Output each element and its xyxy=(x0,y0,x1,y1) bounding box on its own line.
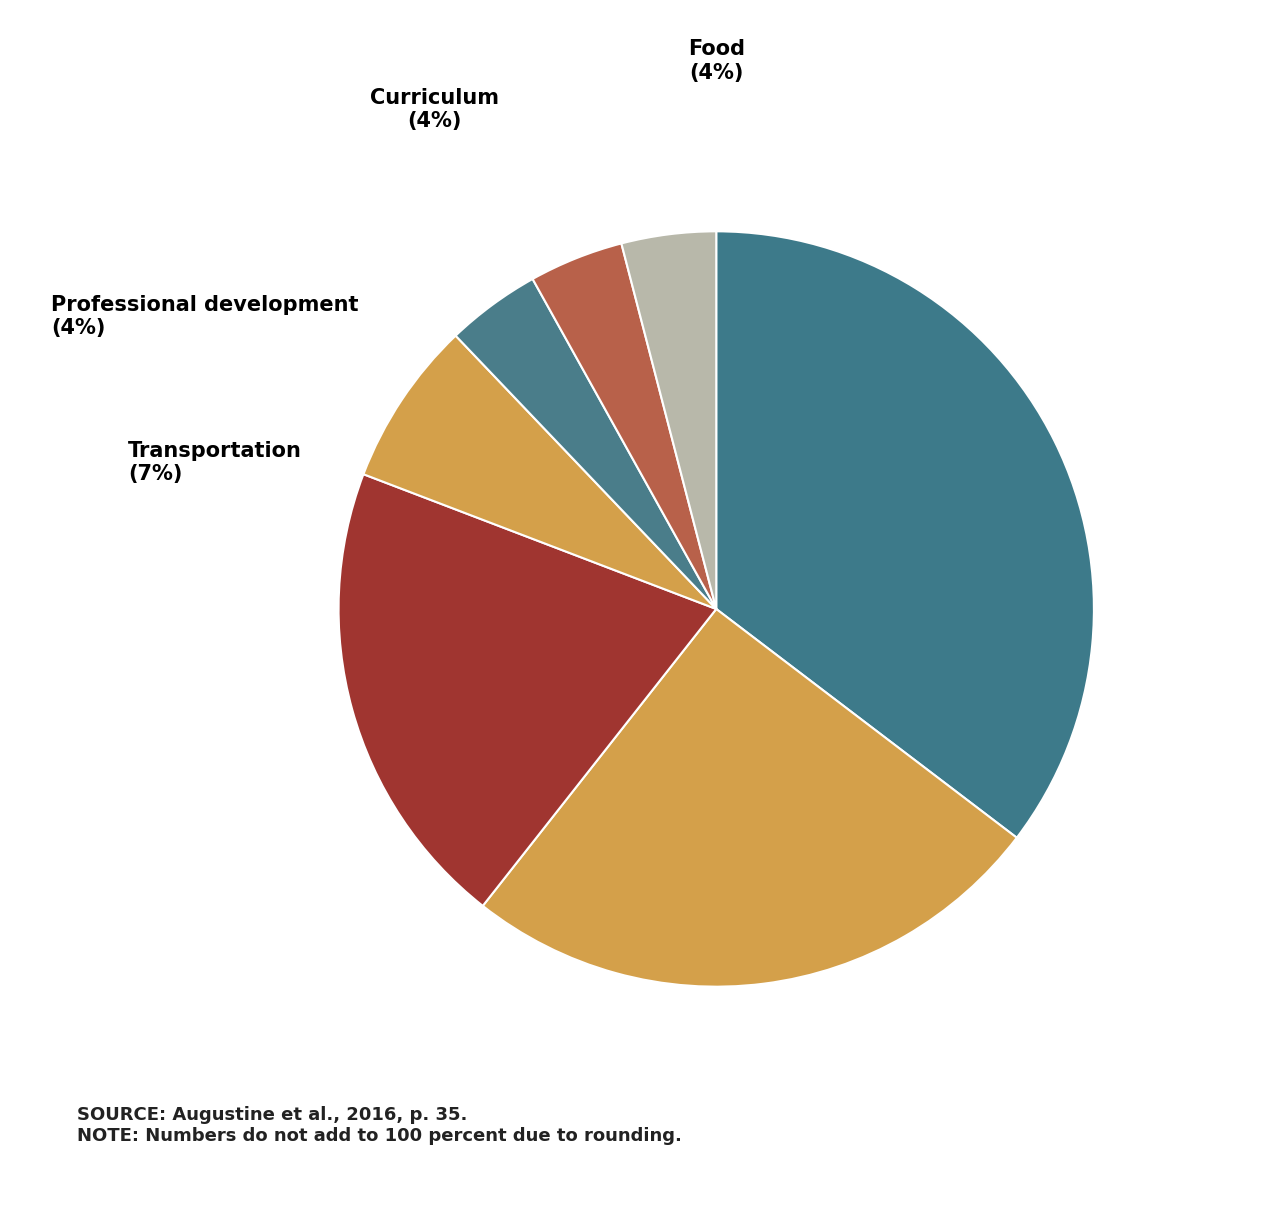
Text: Academic
(35%): Academic (35%) xyxy=(895,474,1016,518)
Wedge shape xyxy=(455,279,716,609)
Wedge shape xyxy=(532,244,716,609)
Wedge shape xyxy=(716,231,1094,838)
Wedge shape xyxy=(339,474,716,906)
Text: SOURCE: Augustine et al., 2016, p. 35.
NOTE: Numbers do not add to 100 percent d: SOURCE: Augustine et al., 2016, p. 35. N… xyxy=(77,1106,682,1145)
Text: Enrichment
(20%): Enrichment (20%) xyxy=(386,655,531,698)
Text: Professional development
(4%): Professional development (4%) xyxy=(51,295,358,339)
Text: Transportation
(7%): Transportation (7%) xyxy=(128,441,302,485)
Wedge shape xyxy=(363,336,716,609)
Wedge shape xyxy=(482,609,1017,987)
Wedge shape xyxy=(622,231,716,609)
Text: Curriculum
(4%): Curriculum (4%) xyxy=(371,88,499,132)
Text: District and site
management
(25%): District and site management (25%) xyxy=(652,851,854,917)
Text: Food
(4%): Food (4%) xyxy=(688,39,744,83)
